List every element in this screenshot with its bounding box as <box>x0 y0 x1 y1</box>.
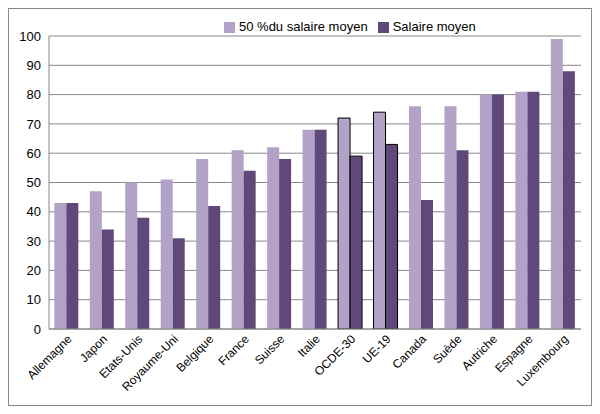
svg-text:10: 10 <box>27 292 41 307</box>
svg-text:60: 60 <box>27 146 41 161</box>
svg-text:80: 80 <box>27 87 41 102</box>
svg-text:Suisse: Suisse <box>252 332 288 368</box>
svg-text:Luxembourg: Luxembourg <box>514 332 571 389</box>
svg-text:0: 0 <box>34 322 41 337</box>
svg-text:OCDE-30: OCDE-30 <box>312 332 359 379</box>
html-text:Salaire moyen: Salaire moyen <box>392 19 476 34</box>
svg-text:Italie: Italie <box>295 332 323 360</box>
svg-text:30: 30 <box>27 234 41 249</box>
svg-text:50: 50 <box>27 175 41 190</box>
svg-text:90: 90 <box>27 58 41 73</box>
svg-text:Autriche: Autriche <box>459 332 501 374</box>
svg-text:Japon: Japon <box>77 332 110 365</box>
svg-text:Canada: Canada <box>390 332 430 372</box>
svg-text:Espagne: Espagne <box>492 332 536 376</box>
svg-text:UE-19: UE-19 <box>360 332 394 366</box>
svg-text:40: 40 <box>27 204 41 219</box>
svg-text:Royaume-Uni: Royaume-Uni <box>119 332 181 394</box>
svg-text:Allemagne: Allemagne <box>25 332 75 382</box>
html-text:50 %du salaire moyen: 50 %du salaire moyen <box>239 19 368 34</box>
svg-text:Etats-Unis: Etats-Unis <box>96 332 146 382</box>
svg-text:Belgique: Belgique <box>173 332 216 375</box>
svg-text:20: 20 <box>27 263 41 278</box>
svg-text:France: France <box>216 332 253 369</box>
svg-text:70: 70 <box>27 117 41 132</box>
svg-text:Suède: Suède <box>430 332 465 367</box>
svg-text:100: 100 <box>19 29 41 44</box>
